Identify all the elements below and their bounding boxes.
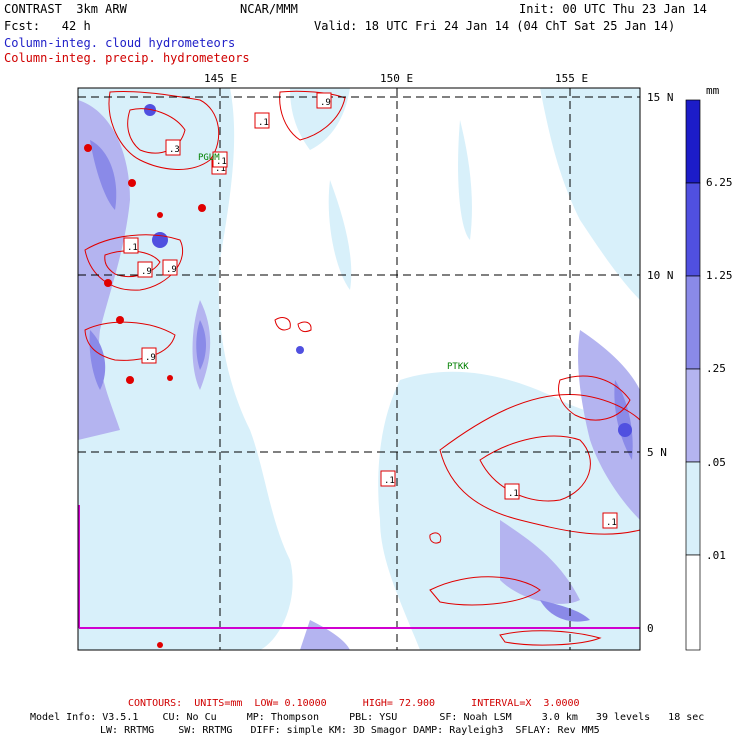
contour-label: .1	[504, 483, 520, 500]
colorbar-segment	[685, 182, 701, 277]
contour-label-box	[316, 92, 332, 109]
institution-label: NCAR/MMM	[240, 2, 298, 16]
field-precip-label: Column-integ. precip. hydrometeors	[4, 51, 250, 65]
contour-label-text: .9	[141, 267, 152, 277]
contour-label: .1	[602, 512, 618, 529]
model-title: CONTRAST 3km ARW	[4, 2, 127, 16]
cloud-field-dark	[89, 140, 633, 622]
contour-label-box	[162, 259, 178, 276]
contour-label-box	[380, 470, 396, 487]
contour-label-text: .1	[384, 476, 395, 486]
lon-label-150e: 150 E	[380, 72, 414, 85]
contour-label-text: .1	[258, 118, 269, 128]
lon-label-155e: 155 E	[555, 72, 589, 85]
station-markers: PGUM PTKK	[198, 153, 469, 372]
contour-label-box	[137, 261, 153, 278]
grid-lines	[78, 88, 640, 650]
station-label-ptkk: PTKK	[447, 362, 469, 372]
contour-label-text: .9	[166, 265, 177, 275]
contour-label: .1	[123, 237, 139, 254]
contour-label-text: .1	[606, 518, 617, 528]
init-time: Init: 00 UTC Thu 23 Jan 14	[519, 2, 707, 16]
contour-label-box	[141, 347, 157, 364]
colorbar-level-6-25: 6.25	[706, 176, 733, 189]
lat-label-15n: 15 N	[647, 91, 674, 104]
contour-label: .9	[316, 92, 332, 109]
colorbar-level-1-25: 1.25	[706, 269, 733, 282]
station-label-pgum: PGUM	[198, 153, 220, 163]
model-info-line2: LW: RRTMG SW: RRTMG DIFF: simple KM: 3D …	[100, 725, 600, 736]
colorbar-segment	[685, 275, 701, 370]
contour-label: .1	[212, 151, 228, 168]
colorbar-segment	[685, 368, 701, 463]
model-info-line1: Model Info: V3.5.1 CU: No Cu MP: Thompso…	[30, 712, 705, 723]
contour-label-text: .1	[127, 243, 138, 253]
contour-label: .1	[254, 112, 270, 129]
colorbar-level-0-01: .01	[706, 549, 726, 562]
lon-label-145e: 145 E	[204, 72, 238, 85]
contour-label-text: .9	[320, 98, 331, 108]
domain-boundary	[78, 505, 640, 629]
cloud-field-light	[78, 88, 640, 650]
contour-label-text: .1	[216, 157, 227, 167]
forecast-hour: Fcst: 42 h	[4, 19, 91, 33]
contour-label: .9	[137, 261, 153, 278]
contour-label: .9	[162, 259, 178, 276]
plot-frame	[77, 87, 641, 651]
colorbar-level-0-05: .05	[706, 456, 726, 469]
contour-label: .9	[141, 347, 157, 364]
contour-label: .1	[380, 470, 396, 487]
lat-label-10n: 10 N	[647, 269, 674, 282]
valid-time: Valid: 18 UTC Fri 24 Jan 14 (04 ChT Sat …	[314, 19, 676, 33]
contour-label-box	[212, 151, 228, 168]
contour-label-text: .3	[169, 145, 180, 155]
precip-cells	[84, 144, 206, 648]
contour-label-box	[504, 483, 520, 500]
contour-label-box	[602, 512, 618, 529]
colorbar-unit: mm	[706, 84, 720, 97]
contour-label-box	[123, 237, 139, 254]
colorbar-segment	[685, 461, 701, 556]
colorbar	[685, 99, 701, 651]
contour-label-box	[254, 112, 270, 129]
colorbar-level-0-25: .25	[706, 362, 726, 375]
field-cloud-label: Column-integ. cloud hydrometeors	[4, 36, 236, 50]
colorbar-segment	[685, 99, 701, 184]
contour-label-text: .1	[215, 164, 226, 174]
contours-info: CONTOURS: UNITS=mm LOW= 0.10000 HIGH= 72…	[128, 698, 580, 709]
contour-label-text: .9	[145, 353, 156, 363]
contour-label: .3	[165, 139, 181, 156]
contour-label-box	[165, 139, 181, 156]
colorbar-segment	[685, 554, 701, 651]
contour-label-group: .1.1.3.1.9.9.9.1.9.1.1.1	[123, 92, 618, 529]
lat-label-0: 0	[647, 622, 654, 635]
lat-label-5n: 5 N	[647, 446, 667, 459]
contour-label-text: .1	[508, 489, 519, 499]
